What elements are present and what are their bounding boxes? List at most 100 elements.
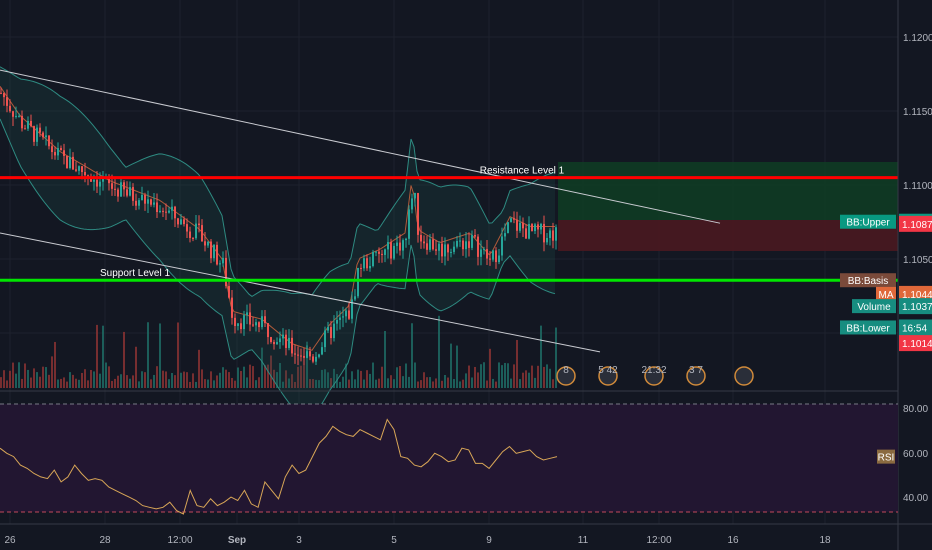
candle-body [48, 135, 50, 147]
price-tag-value: 16:54 [902, 323, 927, 334]
candle-body [408, 209, 410, 239]
event-badge[interactable] [734, 366, 754, 386]
candle-body [114, 188, 116, 190]
event-badge-circle [556, 366, 576, 386]
candle-body [531, 224, 533, 232]
volume-bar [162, 370, 164, 388]
candle-body [129, 187, 131, 196]
price-tick-label: 1.11500 [903, 107, 932, 118]
candle-body [15, 115, 17, 117]
candle-body [282, 334, 284, 339]
volume-bar [297, 366, 299, 388]
indicator-label: BB:Upper [846, 218, 890, 229]
time-tick-label: 9 [486, 535, 492, 546]
volume-bar [27, 369, 29, 388]
candle-body [465, 241, 467, 250]
volume-bar [366, 370, 368, 388]
volume-bar [540, 325, 542, 388]
volume-bar [306, 341, 308, 388]
volume-bar [285, 370, 287, 388]
rsi-band-background [0, 404, 898, 512]
volume-bar [282, 381, 284, 388]
candlesticks [0, 87, 557, 366]
volume-bar [264, 365, 266, 388]
event-badges[interactable]: 8 5 42 21:32 3 7 [556, 365, 754, 386]
candle-body [474, 235, 476, 237]
candle-body [9, 105, 11, 112]
volume-bar [438, 315, 440, 388]
candle-body [540, 223, 542, 230]
candle-body [138, 200, 140, 206]
event-badge-circle [644, 366, 664, 386]
volume-bar [453, 379, 455, 388]
candle-body [501, 236, 503, 256]
volume-bar [552, 379, 554, 388]
candle-body [312, 356, 314, 362]
candle-body [375, 251, 377, 253]
volume-bar [135, 346, 137, 388]
position-target-zone[interactable] [558, 162, 898, 220]
volume-bar [498, 362, 500, 388]
level-lines[interactable]: Resistance Level 1 Support Level 1 [0, 166, 898, 282]
candle-body [438, 243, 440, 251]
candle-body [297, 354, 299, 356]
volume-bar [474, 366, 476, 388]
volume-bar [246, 377, 248, 388]
volume-bar [342, 376, 344, 388]
event-badge[interactable]: 8 [556, 365, 576, 386]
rsi-tick-label: 80.00 [903, 404, 928, 415]
trendline[interactable] [0, 69, 721, 224]
time-tick-label: 11 [578, 535, 589, 546]
time-tick-label: 28 [99, 535, 111, 546]
candle-body [162, 210, 164, 212]
bb-upper-line [0, 66, 556, 297]
volume-bar [336, 374, 338, 388]
candle-body [321, 347, 323, 355]
volume-bar [93, 371, 95, 388]
event-badge[interactable]: 21:32 [641, 365, 667, 386]
candle-body [12, 111, 14, 117]
volume-bar [411, 323, 413, 388]
time-tick-label: 18 [819, 535, 831, 546]
candle-body [84, 172, 86, 176]
volume-bar [75, 378, 77, 388]
volume-bar [33, 368, 35, 388]
volume-bar [108, 366, 110, 388]
volume-bar [66, 381, 68, 388]
candle-body [324, 330, 326, 348]
candle-body [360, 267, 362, 269]
candle-body [516, 219, 518, 231]
trendlines[interactable] [0, 69, 721, 353]
event-badge[interactable]: 3 7 [686, 365, 706, 386]
position-box[interactable] [558, 162, 898, 251]
rsi-last-tag: RSI [877, 449, 895, 464]
volume-bar [312, 379, 314, 388]
candle-body [243, 315, 245, 330]
volume-bar [393, 379, 395, 388]
candle-body [63, 150, 65, 156]
volume-bar [441, 380, 443, 388]
candle-body [147, 199, 149, 204]
candle-body [195, 223, 197, 239]
candle-body [240, 323, 242, 330]
candle-body [168, 210, 170, 213]
candle-body [285, 334, 287, 348]
volume-bar [384, 331, 386, 388]
volume-bar [6, 380, 8, 388]
volume-bar [327, 372, 329, 388]
trendline[interactable] [0, 232, 601, 353]
volume-bar [495, 381, 497, 388]
candle-body [495, 250, 497, 263]
price-tick-label: 1.11000 [903, 181, 932, 192]
volume-bar [87, 380, 89, 388]
volume-bar [351, 371, 353, 388]
volume-bar [486, 380, 488, 388]
candle-body [135, 200, 137, 206]
event-badge[interactable]: 5 42 [598, 365, 618, 386]
candle-body [192, 237, 194, 239]
candle-body [207, 241, 209, 246]
resistance-level-label: Resistance Level 1 [480, 166, 565, 177]
event-badge-label: 5 42 [598, 365, 618, 376]
candle-body [120, 182, 122, 197]
